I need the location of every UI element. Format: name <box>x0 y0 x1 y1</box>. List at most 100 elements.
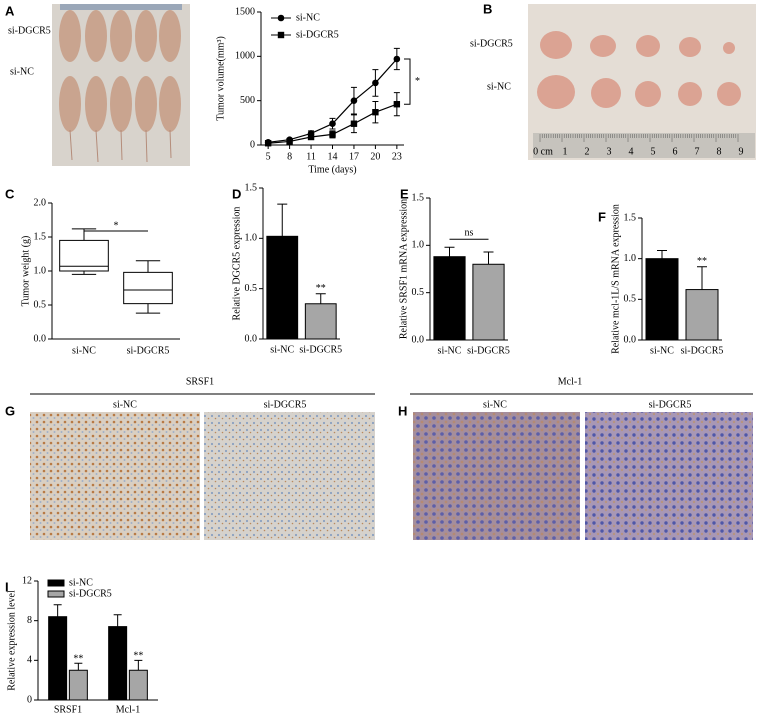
y-axis-label: Relative mcl-1L/S mRNA expression <box>610 204 621 354</box>
marker <box>350 97 358 104</box>
bar <box>266 235 299 340</box>
panel-label: E <box>400 186 409 201</box>
bar <box>685 289 719 341</box>
y-axis-label: Tumor volume(mm³) <box>215 36 226 121</box>
row-label: si-NC <box>10 66 34 77</box>
bar <box>433 256 466 341</box>
x-tick-label: 20 <box>370 151 380 162</box>
annotation: * <box>415 76 420 87</box>
panel-label: H <box>398 403 407 418</box>
x-tick-label: 8 <box>287 151 292 162</box>
marker <box>350 120 358 127</box>
x-tick-label: si-NC <box>438 345 462 356</box>
x-tick-label: si-DGCR5 <box>127 345 170 356</box>
error-bar <box>113 614 122 627</box>
bar <box>472 263 505 341</box>
annotation: ns <box>465 228 474 239</box>
legend-swatch <box>47 579 65 587</box>
bar <box>645 258 679 341</box>
box <box>123 271 173 305</box>
y-tick-label: 4 <box>27 655 32 666</box>
row-label: si-NC <box>487 81 511 92</box>
marker <box>393 55 401 63</box>
x-tick-label: 14 <box>328 151 338 162</box>
error-bar <box>277 203 288 237</box>
panel-label: I <box>5 579 9 594</box>
marker <box>372 79 379 87</box>
y-tick-label: 0 <box>27 694 32 705</box>
whisker <box>135 260 161 314</box>
y-axis-label: Tumor weight (g) <box>20 236 31 307</box>
y-tick-label: 1000 <box>235 51 255 62</box>
y-tick-label: 1.0 <box>245 233 258 244</box>
annotation: ** <box>73 654 83 665</box>
error-bar <box>483 251 494 265</box>
x-tick-label: 5 <box>266 151 271 162</box>
y-tick-label: 12 <box>22 575 32 586</box>
row-label: si-DGCR5 <box>470 38 513 49</box>
legend-label: si-DGCR5 <box>296 29 339 40</box>
bar <box>48 616 68 701</box>
ruler-label: 6 <box>673 146 678 157</box>
y-tick-label: 0.0 <box>245 333 258 344</box>
x-tick-label: SRSF1 <box>54 704 82 715</box>
y-tick-label: 0.5 <box>34 299 47 310</box>
ruler-label: 5 <box>651 146 656 157</box>
y-tick-label: 0.0 <box>624 334 637 345</box>
y-tick-label: 1.5 <box>412 192 425 203</box>
annotation: * <box>114 220 119 231</box>
marker <box>307 133 315 141</box>
mice-photo <box>52 4 190 166</box>
x-tick-label: Mcl-1 <box>116 704 140 715</box>
error-bar <box>74 662 83 671</box>
x-tick-label: si-NC <box>270 344 294 355</box>
y-axis-label: Relative SRSF1 mRNA expression <box>398 199 409 339</box>
x-tick-label: 11 <box>306 151 316 162</box>
ruler-label: 2 <box>585 146 590 157</box>
y-tick-label: 1.5 <box>34 231 47 242</box>
x-tick-label: si-DGCR5 <box>681 345 724 356</box>
error-bar <box>53 604 62 617</box>
column-label: si-DGCR5 <box>264 399 307 410</box>
marker <box>264 140 272 147</box>
annotation: ** <box>133 651 143 662</box>
legend-swatch <box>47 590 65 598</box>
y-tick-label: 1.0 <box>34 265 47 276</box>
y-tick-label: 0 <box>250 139 255 150</box>
y-tick-label: 0.0 <box>34 333 47 344</box>
y-tick-label: 1.0 <box>412 240 425 251</box>
bar <box>108 626 128 701</box>
ruler-label: 9 <box>739 146 744 157</box>
ruler-label: 1 <box>563 146 568 157</box>
legend-marker <box>277 14 285 22</box>
panel-label: F <box>598 209 606 224</box>
y-tick-label: 0.0 <box>412 334 425 345</box>
marker <box>286 138 293 145</box>
column-label: si-NC <box>483 399 507 410</box>
x-tick-label: si-NC <box>650 345 674 356</box>
y-tick-label: 0.5 <box>412 287 425 298</box>
y-axis-label: Relative DGCR5 expression <box>231 207 242 321</box>
legend-label: si-NC <box>296 12 320 23</box>
legend-label: si-NC <box>69 577 93 588</box>
series-line <box>268 58 398 143</box>
x-tick-label: si-DGCR5 <box>299 344 342 355</box>
significance-bracket <box>404 58 411 105</box>
x-axis-label: Time (days) <box>308 164 356 175</box>
panel-label: C <box>5 186 15 201</box>
y-tick-label: 1.0 <box>624 253 637 264</box>
ihc-image <box>204 412 375 540</box>
y-tick-label: 0.5 <box>245 283 258 294</box>
ruler-label: 3 <box>607 146 612 157</box>
error-bar <box>315 293 326 304</box>
ihc-image <box>30 412 200 540</box>
ihc-image <box>585 412 753 540</box>
panel-label: B <box>483 1 492 16</box>
marker <box>372 108 379 116</box>
whisker <box>71 228 97 275</box>
legend-label: si-DGCR5 <box>69 588 112 599</box>
ruler-label: 4 <box>629 146 634 157</box>
y-tick-label: 1.5 <box>245 182 258 193</box>
image-title: Mcl-1 <box>558 376 582 387</box>
